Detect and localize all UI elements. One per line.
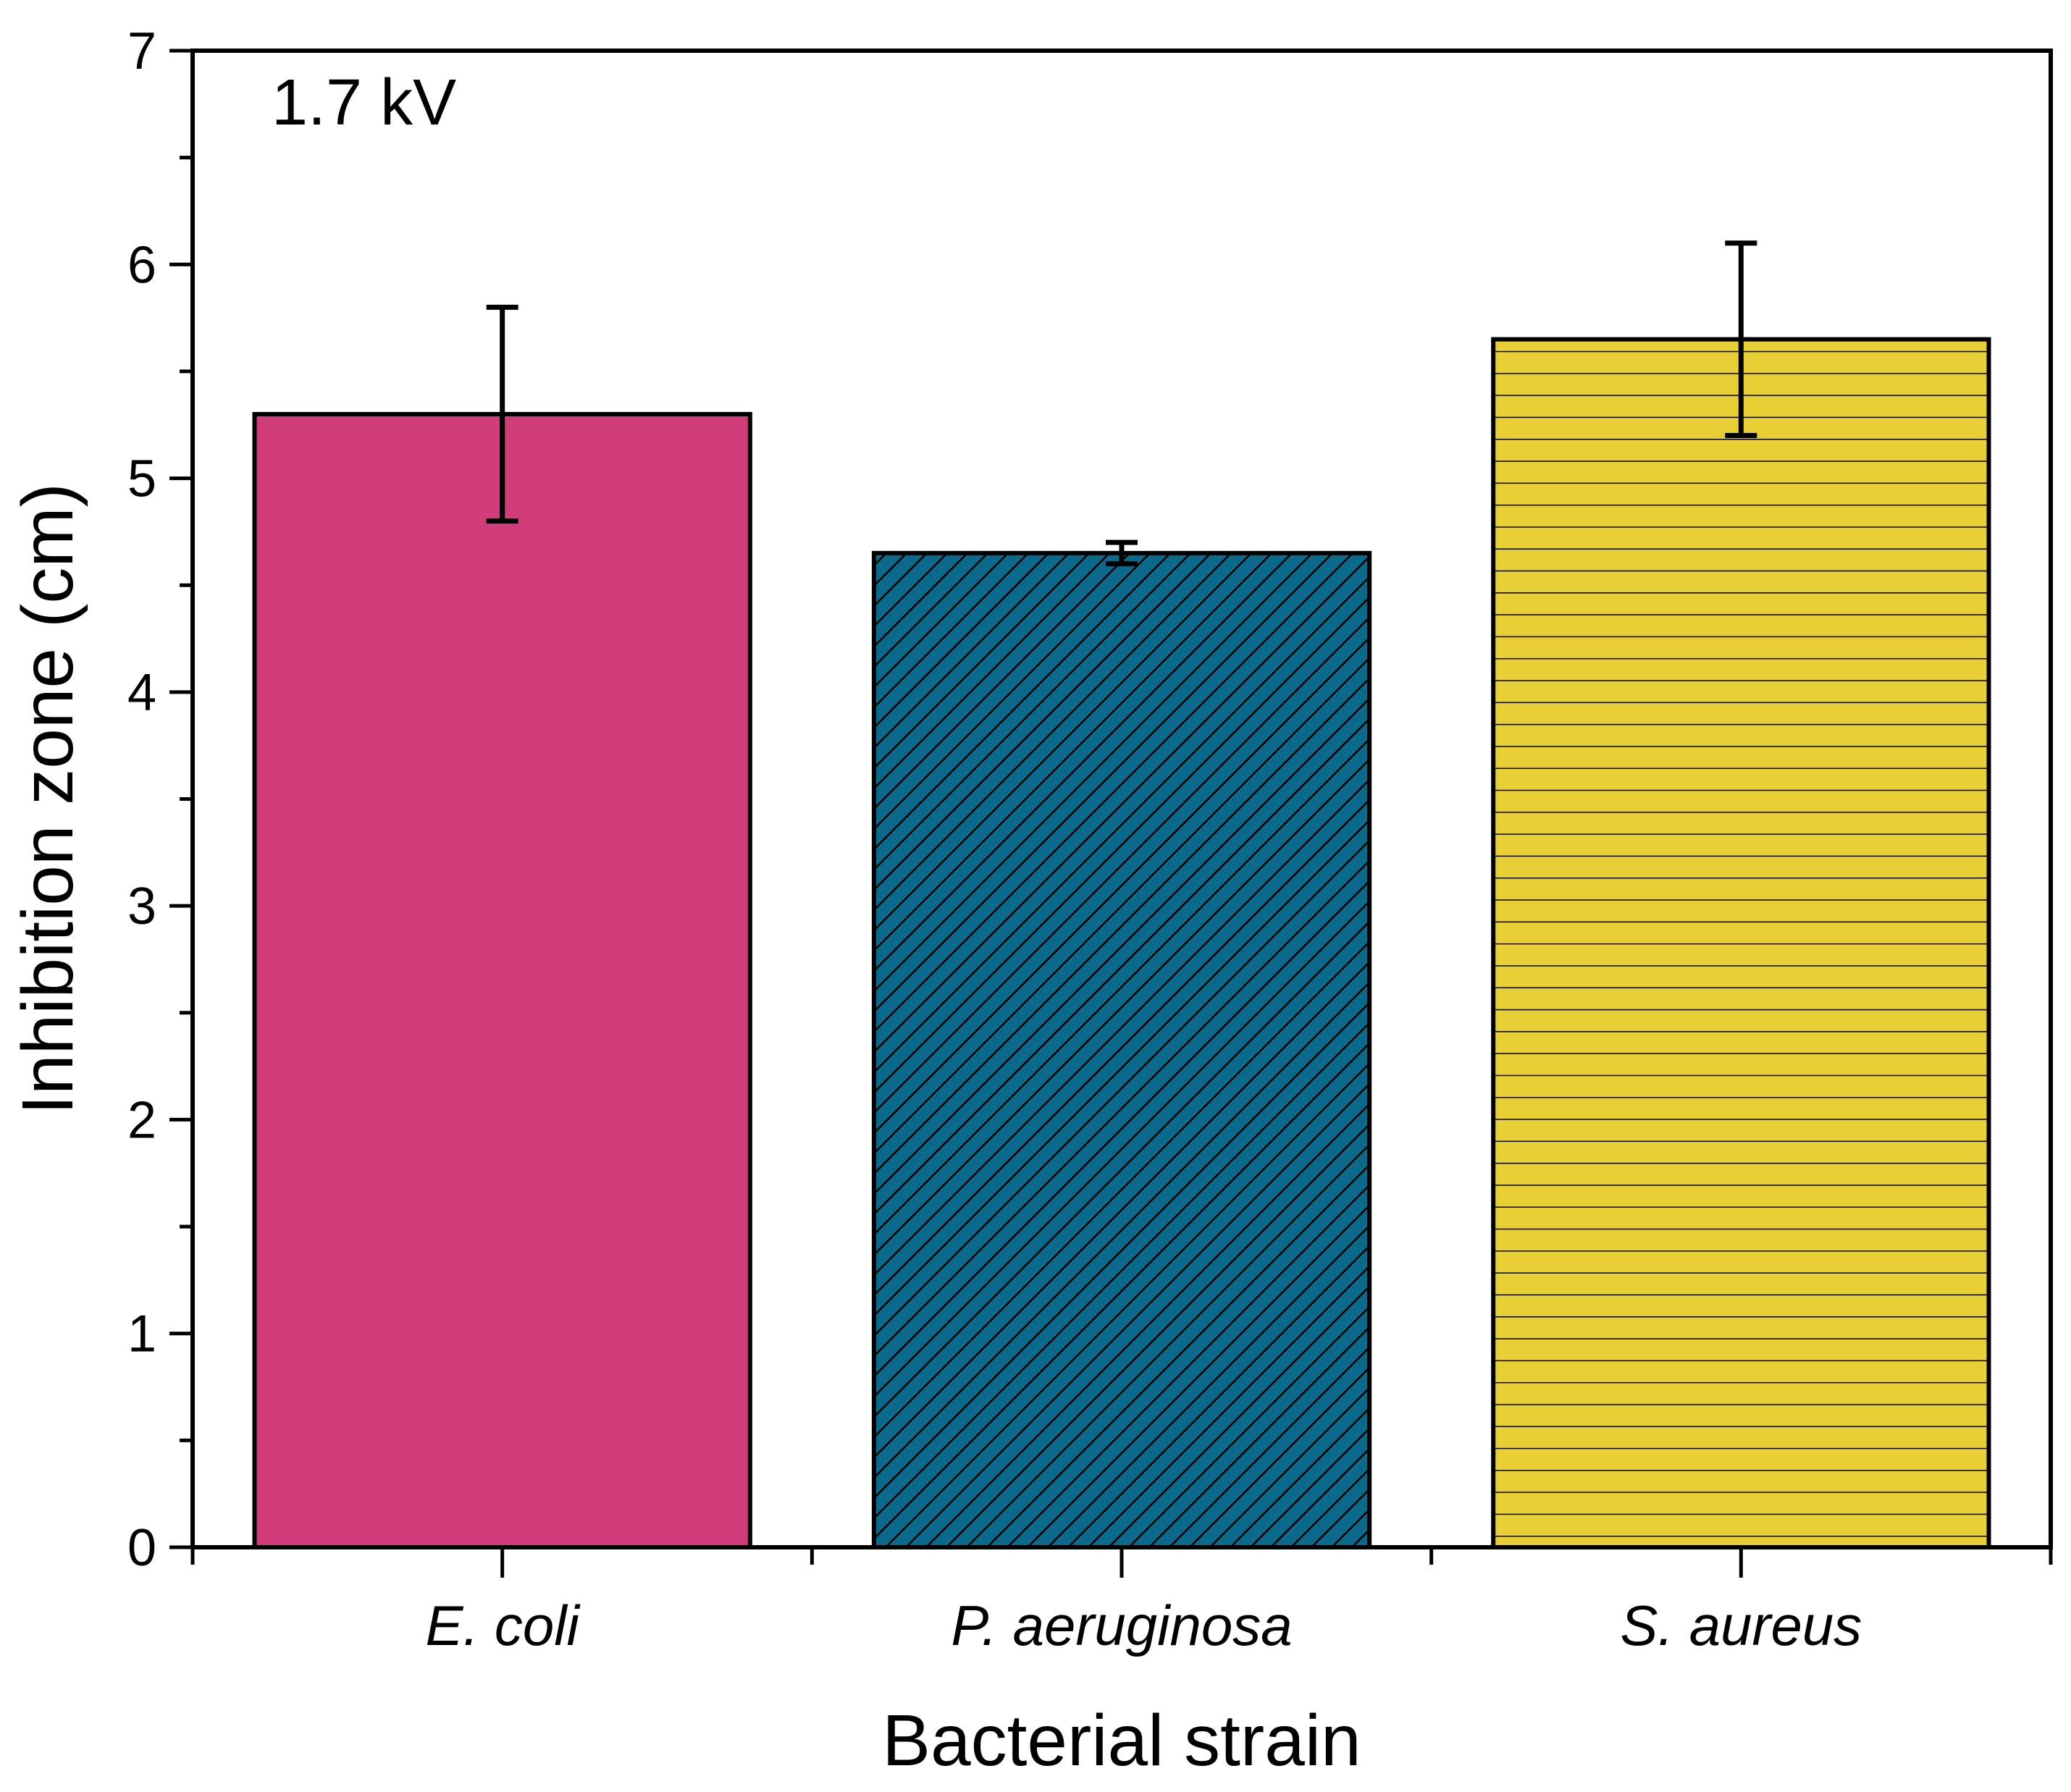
voltage-annotation: 1.7 kV xyxy=(272,67,456,139)
y-tick-label: 3 xyxy=(127,878,156,935)
error-bar-0 xyxy=(486,304,518,524)
error-bar-1 xyxy=(1106,539,1138,567)
bar-2 xyxy=(1491,337,1991,1550)
x-axis-title: Bacterial strain xyxy=(882,1700,1361,1781)
x-category-label: E. coli xyxy=(425,1594,581,1657)
y-axis-ticks: 0 1 2 3 4 5 6 7 xyxy=(127,22,193,1577)
bar-0 xyxy=(252,412,752,1549)
y-tick-label: 4 xyxy=(127,664,156,722)
y-axis-title: Inhibition zone (cm) xyxy=(7,483,88,1115)
x-category-label: P. aeruginosa xyxy=(951,1594,1292,1657)
x-axis-ticks: E. coli P. aeruginosa S. aureus xyxy=(190,1547,2053,1657)
x-category-label: S. aureus xyxy=(1620,1594,1862,1657)
y-tick-label: 5 xyxy=(127,450,156,508)
y-tick-label: 1 xyxy=(127,1305,156,1363)
y-tick-label: 6 xyxy=(127,236,156,294)
error-bar-2 xyxy=(1725,240,1757,439)
error-bars-layer xyxy=(486,240,1757,567)
y-tick-label: 7 xyxy=(127,22,156,80)
bar-1 xyxy=(871,550,1372,1549)
y-tick-label: 2 xyxy=(127,1091,156,1149)
y-tick-label: 0 xyxy=(127,1519,156,1577)
